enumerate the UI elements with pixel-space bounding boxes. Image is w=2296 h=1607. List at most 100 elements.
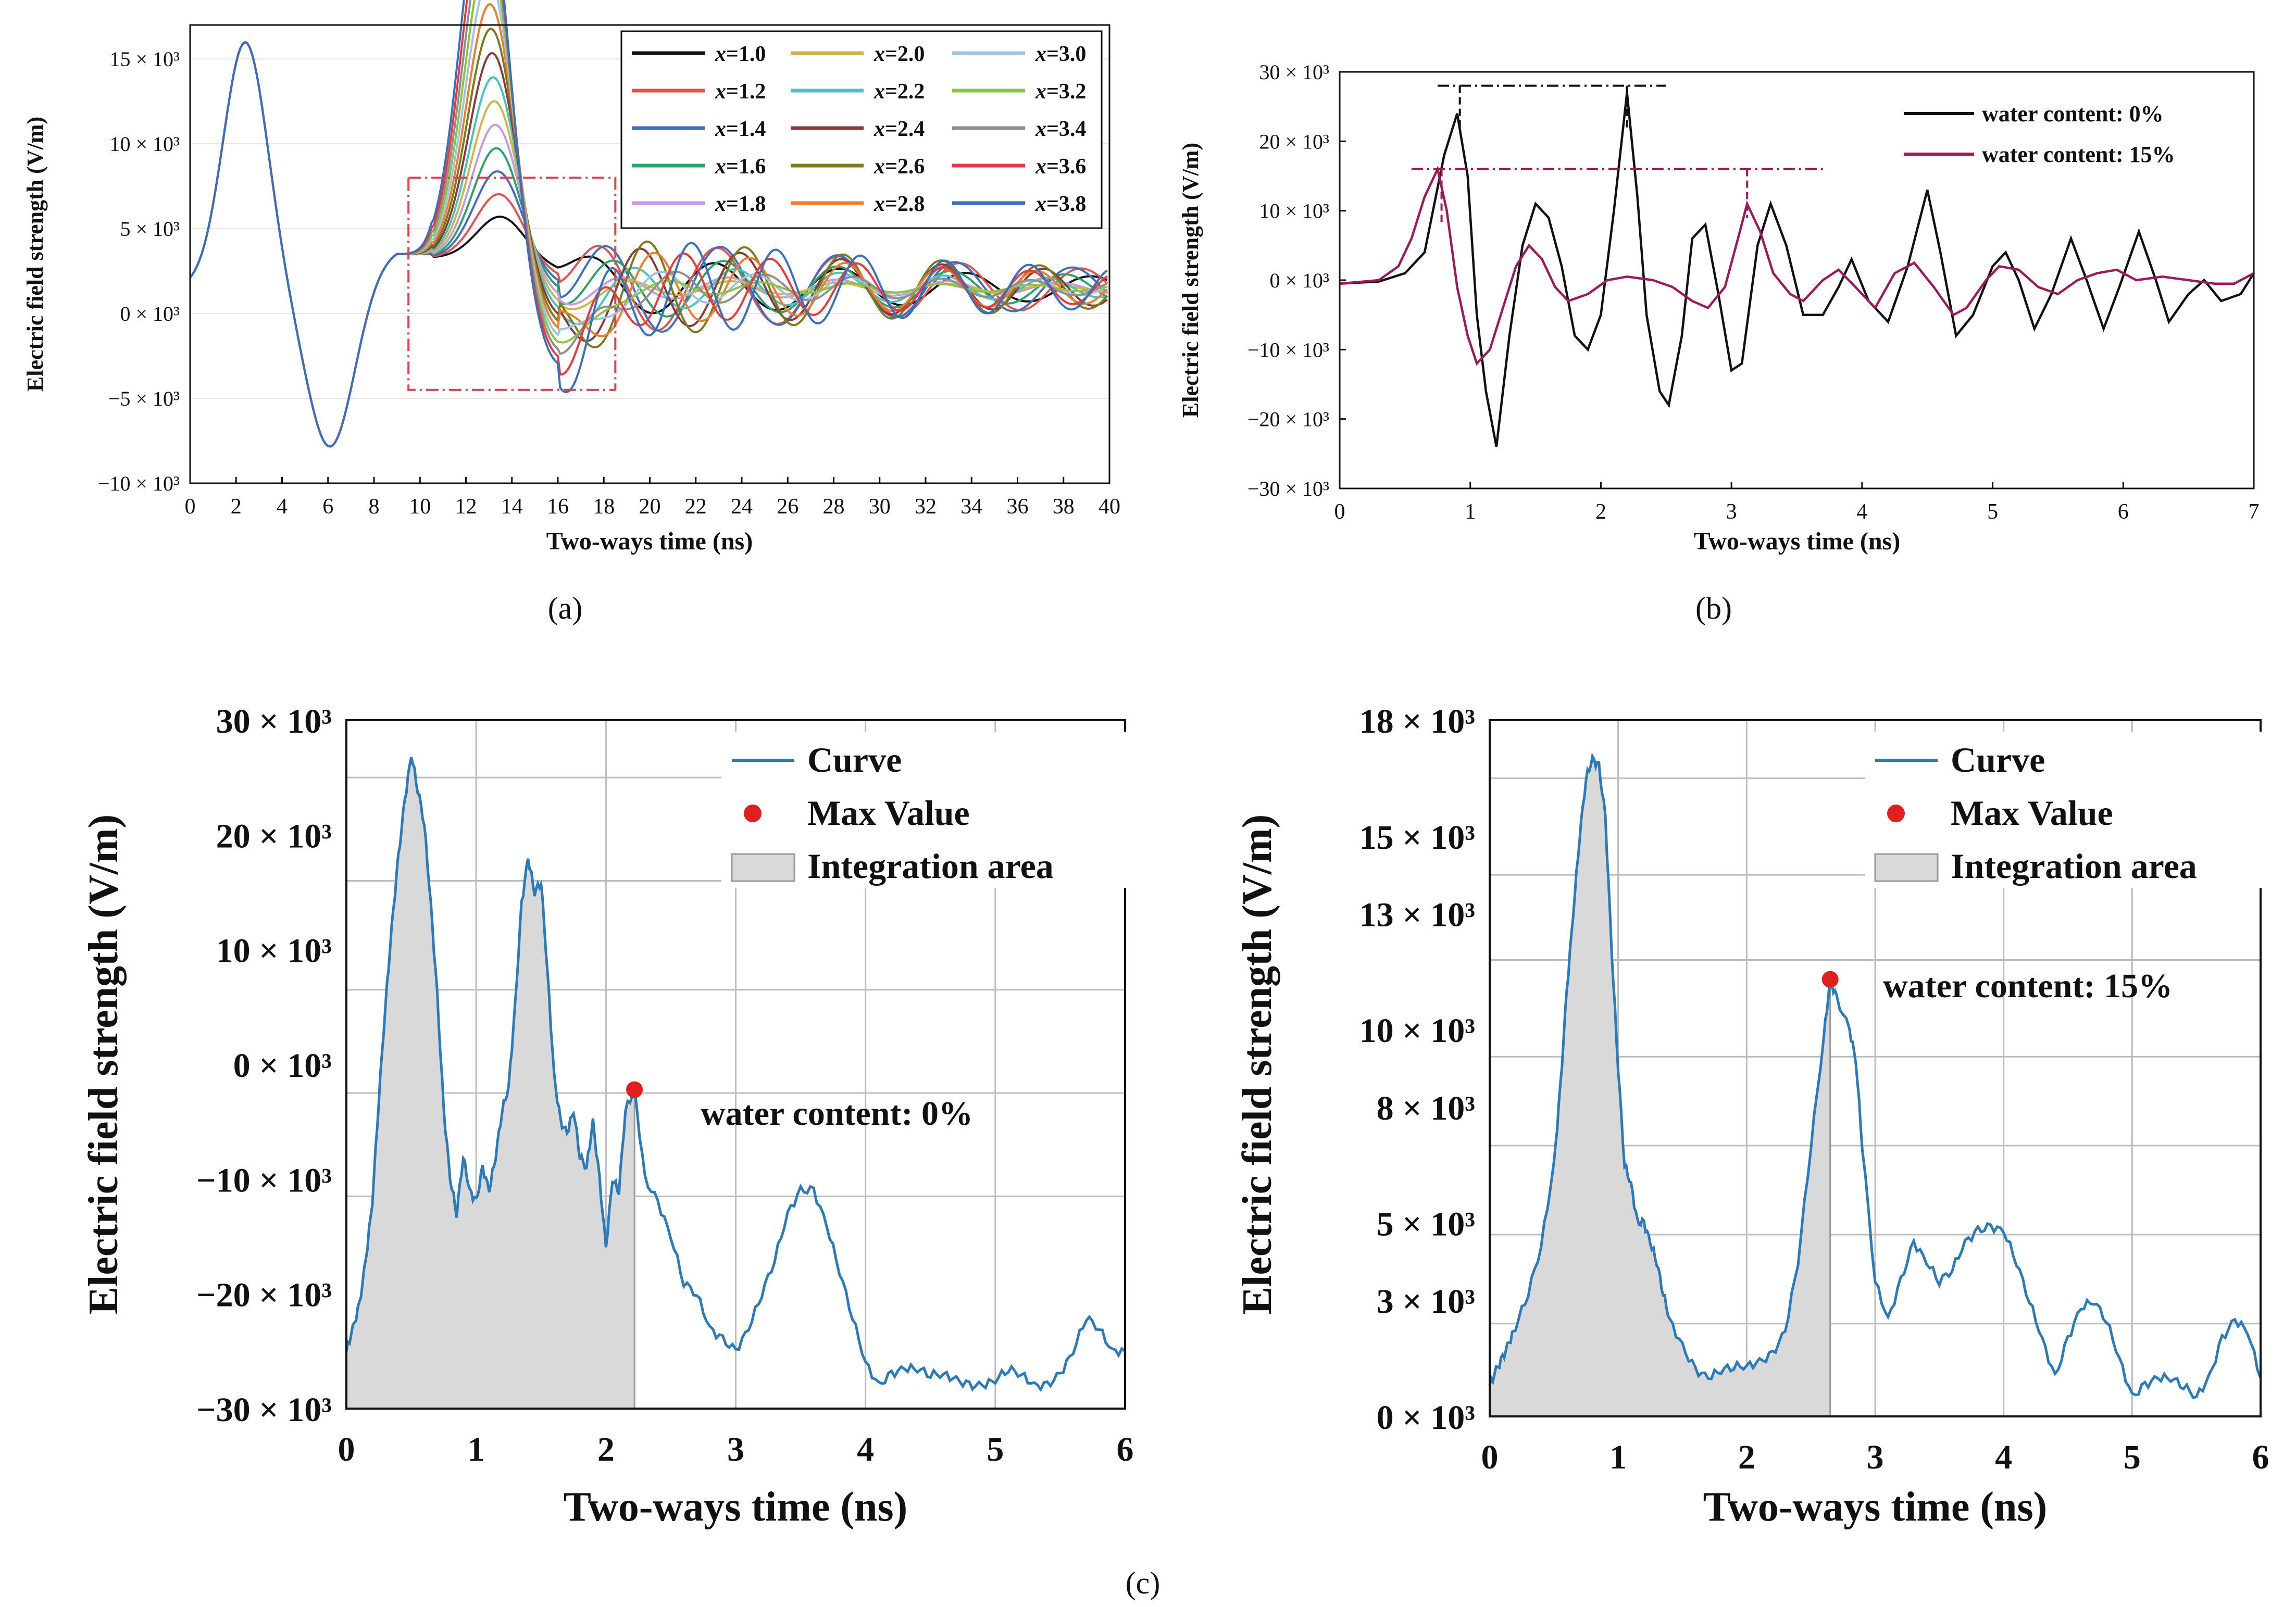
panel-c-right-y-tick-label: 13 × 10³	[1359, 896, 1475, 934]
panel-a-x-tick-label: 24	[731, 495, 753, 519]
panel-a: 0 2 4 6 8 10 12 14 16 18 20 22 24 26 28 30 32 34 36 38 4015 …	[22, 0, 1120, 555]
panel-b-y-tick-label: 0 × 10³	[1269, 269, 1329, 292]
panel-c-left-legend: Curve Max Value Integration area	[721, 732, 1128, 888]
panel-a-x-tick-label: 18	[593, 495, 615, 519]
panel-a-x-tick-label: 4	[277, 495, 288, 519]
panel-c-left-y-tick-label: 10 × 10³	[216, 932, 332, 970]
panel-c-left-max-point	[626, 1081, 643, 1098]
panel-b-legend-label: water content: 0%	[1982, 101, 2164, 127]
panel-a-y-tick-label: 0 × 10³	[120, 302, 180, 325]
panel-c-right-legend-max-label: Max Value	[1951, 793, 2113, 833]
panel-b: 0 1 2 3 4 5 6 7 30 × 10³ 20 × 10³ 10 × 10³ 0 × 10³ −…	[1178, 60, 2260, 555]
panel-b-y-tick-label: 20 × 10³	[1259, 130, 1329, 153]
panel-a-legend-label: x=2.4	[874, 117, 925, 141]
panel-b-y-tick-label: 30 × 10³	[1259, 60, 1329, 84]
panel-a-legend: x=1.0 x=2.0 x=3.0 x=1.2 x=2.2 x=3.2 x=1.4 x=2.4…	[620, 30, 1103, 229]
panel-a-x-tick-label: 34	[960, 495, 982, 519]
panel-b-plot-frame	[1339, 71, 2255, 489]
panel-a-x-tick-label: 30	[869, 495, 891, 519]
panel-a-x-tick-label: 20	[639, 495, 661, 519]
panel-c-right-legend-area-swatch	[1874, 853, 1939, 882]
panel-a-x-tick-label: 38	[1053, 495, 1075, 519]
panel-b-x-tick-label: 6	[2118, 500, 2129, 524]
panel-c-left-y-axis-label: Electric field strength (V/m)	[81, 814, 127, 1314]
panel-c-left-y-tick-label: −20 × 10³	[196, 1276, 332, 1314]
panel-a-series-line	[189, 0, 1108, 448]
panel-a-x-tick-label: 32	[915, 495, 937, 519]
panel-a-x-axis-label: Two-ways time (ns)	[546, 528, 753, 555]
panel-a-x-tick-label: 28	[823, 495, 845, 519]
panel-c-left-legend-max-label: Max Value	[807, 793, 970, 833]
panel-a-y-tick-label: 5 × 10³	[120, 217, 180, 241]
panel-a-curves	[189, 0, 1108, 448]
panel-c-left-curve-line	[345, 757, 1126, 1392]
panel-c-left-x-tick-label: 1	[468, 1430, 485, 1468]
panel-a-legend-label: x=3.6	[1035, 155, 1086, 179]
panel-c-right-legend-max-swatch	[1887, 805, 1905, 822]
panel-c-right-y-tick-label: 15 × 10³	[1359, 819, 1475, 857]
panel-c-left-x-tick-label: 0	[338, 1430, 355, 1468]
panel-c-left-legend-area-swatch	[731, 853, 795, 882]
panel-a-x-tick-label: 26	[777, 495, 798, 519]
panel-b-x-tick-label: 0	[1334, 500, 1345, 524]
panel-a-x-tick-label: 0	[185, 495, 196, 519]
panel-a-legend-label: x=1.0	[715, 42, 766, 66]
panel-c-left-x-tick-label: 4	[857, 1430, 874, 1468]
panel-c-left-integration-area	[346, 755, 635, 1409]
panel-a-legend-label: x=2.8	[874, 192, 925, 216]
panel-c-left-x-tick-label: 2	[597, 1430, 615, 1468]
panel-c-left-annotation: water content: 0%	[701, 1095, 973, 1133]
panel-b-curves	[1339, 84, 2255, 447]
panel-a-x-tick-label: 40	[1099, 495, 1120, 519]
panel-c-right-x-tick-label: 5	[2124, 1438, 2141, 1476]
panel-c-right-y-tick-label: 0 × 10³	[1377, 1399, 1475, 1437]
panel-b-x-tick-label: 1	[1465, 500, 1476, 524]
caption-a: (a)	[548, 591, 583, 625]
panel-a-x-tick-label: 36	[1007, 495, 1029, 519]
panel-a-legend-label: x=1.2	[715, 80, 766, 104]
panel-c-right-y-axis-label: Electric field strength (V/m)	[1234, 814, 1280, 1314]
panel-a-x-tick-label: 12	[455, 495, 477, 519]
panel-a-legend-label: x=2.0	[874, 42, 925, 66]
panel-a-y-axis-label: Electric field strength (V/m)	[22, 117, 48, 392]
panel-c-right-plot-frame	[1489, 719, 2262, 1417]
panel-a-legend-label: x=1.6	[715, 155, 766, 179]
panel-c-left: water content: 0% 0 1 2 3 4 5 6 30 × 10³ 20 × 10…	[81, 702, 1134, 1530]
panel-c-left-x-tick-label: 3	[727, 1430, 744, 1468]
panel-b-legend: water content: 0% water content: 15%	[1904, 101, 2175, 167]
panel-a-x-tick-label: 16	[547, 495, 569, 519]
panel-c-right-legend: Curve Max Value Integration area	[1865, 732, 2271, 888]
panel-a-x-tick-label: 2	[231, 495, 242, 519]
caption-c: (c)	[1126, 1566, 1161, 1600]
panel-b-x-tick-label: 7	[2249, 500, 2260, 524]
panel-c-right-x-tick-label: 0	[1481, 1438, 1499, 1476]
panel-a-y-tick-label: 10 × 10³	[109, 132, 180, 156]
panel-c-right-x-tick-label: 4	[1995, 1438, 2012, 1476]
panel-a-legend-label: x=3.0	[1035, 42, 1086, 66]
panel-b-x-tick-label: 3	[1726, 500, 1737, 524]
panel-a-x-tick-label: 10	[409, 495, 431, 519]
panel-c-left-plot: water content: 0%	[345, 755, 1126, 1409]
panel-c-left-y-tick-label: 0 × 10³	[233, 1047, 332, 1085]
panel-c-right-x-axis-label: Two-ways time (ns)	[1703, 1484, 2048, 1530]
panel-c-right: water content: 15% 0 1 2 3 4 5 6 18 × 10³ 15 × 1…	[1234, 702, 2271, 1530]
panel-c-left-legend-area-label: Integration area	[807, 846, 1054, 886]
panel-a-legend-label: x=3.4	[1035, 117, 1086, 141]
panel-c-left-y-tick-label: −10 × 10³	[196, 1161, 332, 1199]
panel-c-right-x-tick-label: 2	[1738, 1438, 1755, 1476]
panel-b-y-tick-label: 10 × 10³	[1259, 199, 1329, 223]
panel-c-right-y-tick-label: 3 × 10³	[1377, 1283, 1475, 1321]
panel-b-y-axis-label: Electric field strength (V/m)	[1178, 143, 1203, 418]
panel-c-right-legend-curve-label: Curve	[1951, 740, 2045, 780]
panel-a-y-tick-label: −10 × 10³	[98, 472, 180, 495]
panel-b-series-wet	[1339, 165, 2255, 366]
panel-c-right-x-tick-label: 1	[1609, 1438, 1627, 1476]
panel-c-right-legend-area-label: Integration area	[1951, 846, 2197, 886]
caption-b: (b)	[1695, 591, 1732, 625]
panel-a-x-tick-label: 22	[685, 495, 707, 519]
panel-c-right-curve-line	[1488, 752, 2262, 1399]
panel-c-right-y-tick-label: 10 × 10³	[1359, 1012, 1475, 1050]
panel-c-right-x-tick-label: 3	[1867, 1438, 1884, 1476]
panel-c-right-annotation: water content: 15%	[1883, 967, 2173, 1005]
